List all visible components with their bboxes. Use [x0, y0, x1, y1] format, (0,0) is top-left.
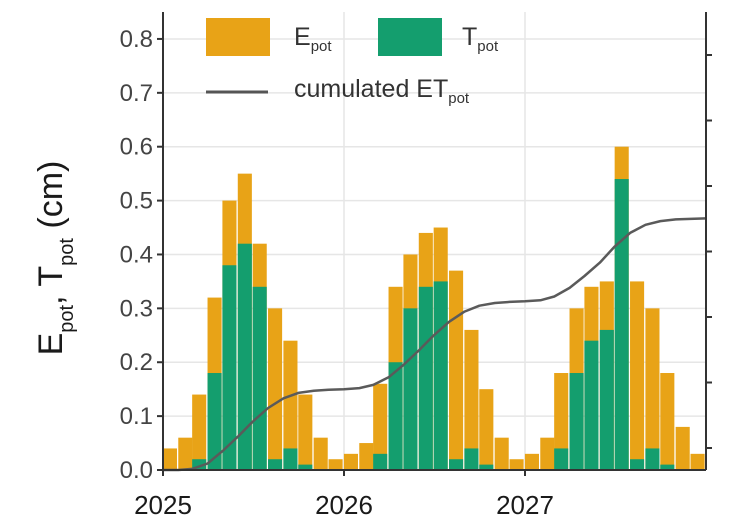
- y-tick-label: 0.6: [120, 134, 153, 161]
- bar-tpot: [584, 340, 599, 470]
- y-tick-label: 0.3: [120, 295, 153, 322]
- bar-tpot: [614, 179, 629, 471]
- y-tick-label: 0.2: [120, 349, 153, 376]
- bar-epot: [540, 437, 555, 470]
- bar-epot: [509, 459, 524, 470]
- line-cumulated-etpot: [163, 217, 707, 472]
- bar-tpot: [207, 373, 222, 470]
- bar-tpot: [418, 286, 433, 470]
- bar-epot: [328, 459, 343, 470]
- y-label-e: E: [32, 333, 70, 356]
- bar-epot: [690, 453, 705, 470]
- bar-tpot: [373, 453, 388, 470]
- bar-tpot: [283, 448, 298, 470]
- legend-swatch-epot: [206, 18, 270, 56]
- bar-tpot: [403, 308, 418, 470]
- bar-tpot: [630, 459, 645, 470]
- legend: Epot Tpot cumulated ETpot: [206, 18, 499, 107]
- y-tick-label: 0.1: [120, 403, 153, 430]
- bar-epot: [162, 448, 177, 470]
- y-label-t-sub: pot: [56, 238, 78, 266]
- x-tick-label: 2027: [496, 490, 554, 520]
- bar-epot: [343, 453, 358, 470]
- bar-epot: [178, 437, 193, 470]
- legend-label-epot: Epot: [294, 23, 332, 55]
- y-label-e-sub: pot: [56, 304, 78, 332]
- bar-epot: [298, 394, 313, 470]
- bar-epot: [630, 281, 645, 470]
- legend-label-tpot: Tpot: [462, 23, 499, 55]
- y-tick-label: 0.7: [120, 80, 153, 107]
- legend-swatch-tpot: [378, 18, 442, 56]
- bar-tpot: [449, 459, 464, 470]
- bar-epot: [675, 426, 690, 470]
- bar-tpot: [252, 286, 267, 470]
- x-tick-label: 2026: [315, 490, 373, 520]
- y-axis-label: Epot, Tpot (cm): [32, 161, 78, 356]
- bar-tpot: [388, 362, 403, 470]
- bar-epot: [373, 383, 388, 470]
- bar-tpot: [433, 281, 448, 470]
- bar-epot: [479, 389, 494, 470]
- bar-epot: [313, 437, 328, 470]
- y-tick-labels: 0.0 0.1 0.2 0.3 0.4 0.5 0.6 0.7 0.8: [120, 26, 153, 484]
- x-tick-labels: 2025 2026 2027: [134, 490, 554, 520]
- legend-label-cumulated: cumulated ETpot: [294, 75, 470, 107]
- bar-tpot: [569, 373, 584, 470]
- bar-tpot: [237, 243, 252, 470]
- y-tick-label: 0.0: [120, 457, 153, 484]
- bar-tpot: [222, 265, 237, 470]
- bar-layer: [162, 146, 705, 471]
- axes: [157, 12, 712, 476]
- bar-tpot: [479, 464, 494, 470]
- bar-tpot: [645, 448, 660, 470]
- bar-epot: [464, 329, 479, 470]
- bar-epot: [192, 394, 207, 470]
- bar-epot: [554, 373, 569, 470]
- bar-epot: [524, 453, 539, 470]
- y-label-t: T: [32, 266, 70, 287]
- bar-tpot: [268, 459, 283, 470]
- bar-epot: [449, 270, 464, 470]
- bar-tpot: [464, 448, 479, 470]
- y-label-sep: ,: [32, 287, 70, 305]
- bar-tpot: [298, 464, 313, 470]
- y-tick-label: 0.4: [120, 241, 153, 268]
- bar-epot: [494, 437, 509, 470]
- bar-epot: [268, 308, 283, 470]
- bar-tpot: [599, 329, 614, 470]
- bar-epot: [283, 340, 298, 470]
- bar-epot: [645, 308, 660, 470]
- bar-epot: [660, 373, 675, 470]
- bar-tpot: [192, 459, 207, 470]
- bar-epot: [359, 443, 374, 470]
- cumulative-line-layer: [163, 217, 707, 472]
- bar-tpot: [554, 448, 569, 470]
- bar-tpot: [660, 464, 675, 470]
- y-tick-label: 0.5: [120, 188, 153, 215]
- y-label-unit: (cm): [32, 161, 70, 238]
- x-tick-label: 2025: [134, 490, 192, 520]
- y-tick-label: 0.8: [120, 26, 153, 53]
